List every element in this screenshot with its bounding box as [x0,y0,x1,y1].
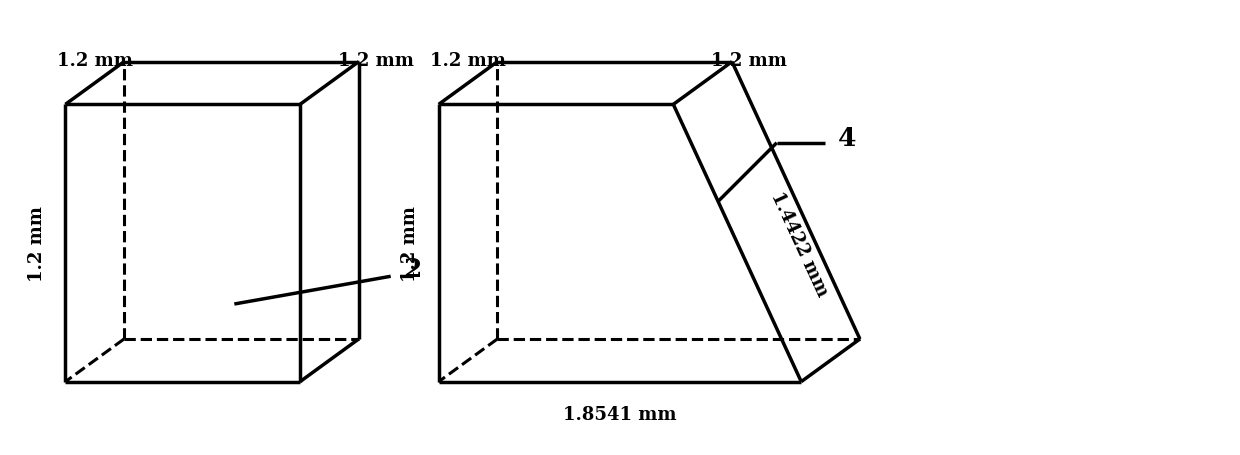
Text: 1.2 mm: 1.2 mm [402,206,419,281]
Text: 1.2 mm: 1.2 mm [337,52,414,70]
Text: 1.8541 mm: 1.8541 mm [563,405,677,423]
Text: 1.2 mm: 1.2 mm [430,52,506,70]
Text: 2: 2 [403,257,422,282]
Text: 1.2 mm: 1.2 mm [29,206,46,281]
Text: 1.4422 mm: 1.4422 mm [768,188,831,298]
Text: 1.2 mm: 1.2 mm [712,52,787,70]
Text: 1.2 mm: 1.2 mm [57,52,133,70]
Text: 4: 4 [837,126,856,151]
